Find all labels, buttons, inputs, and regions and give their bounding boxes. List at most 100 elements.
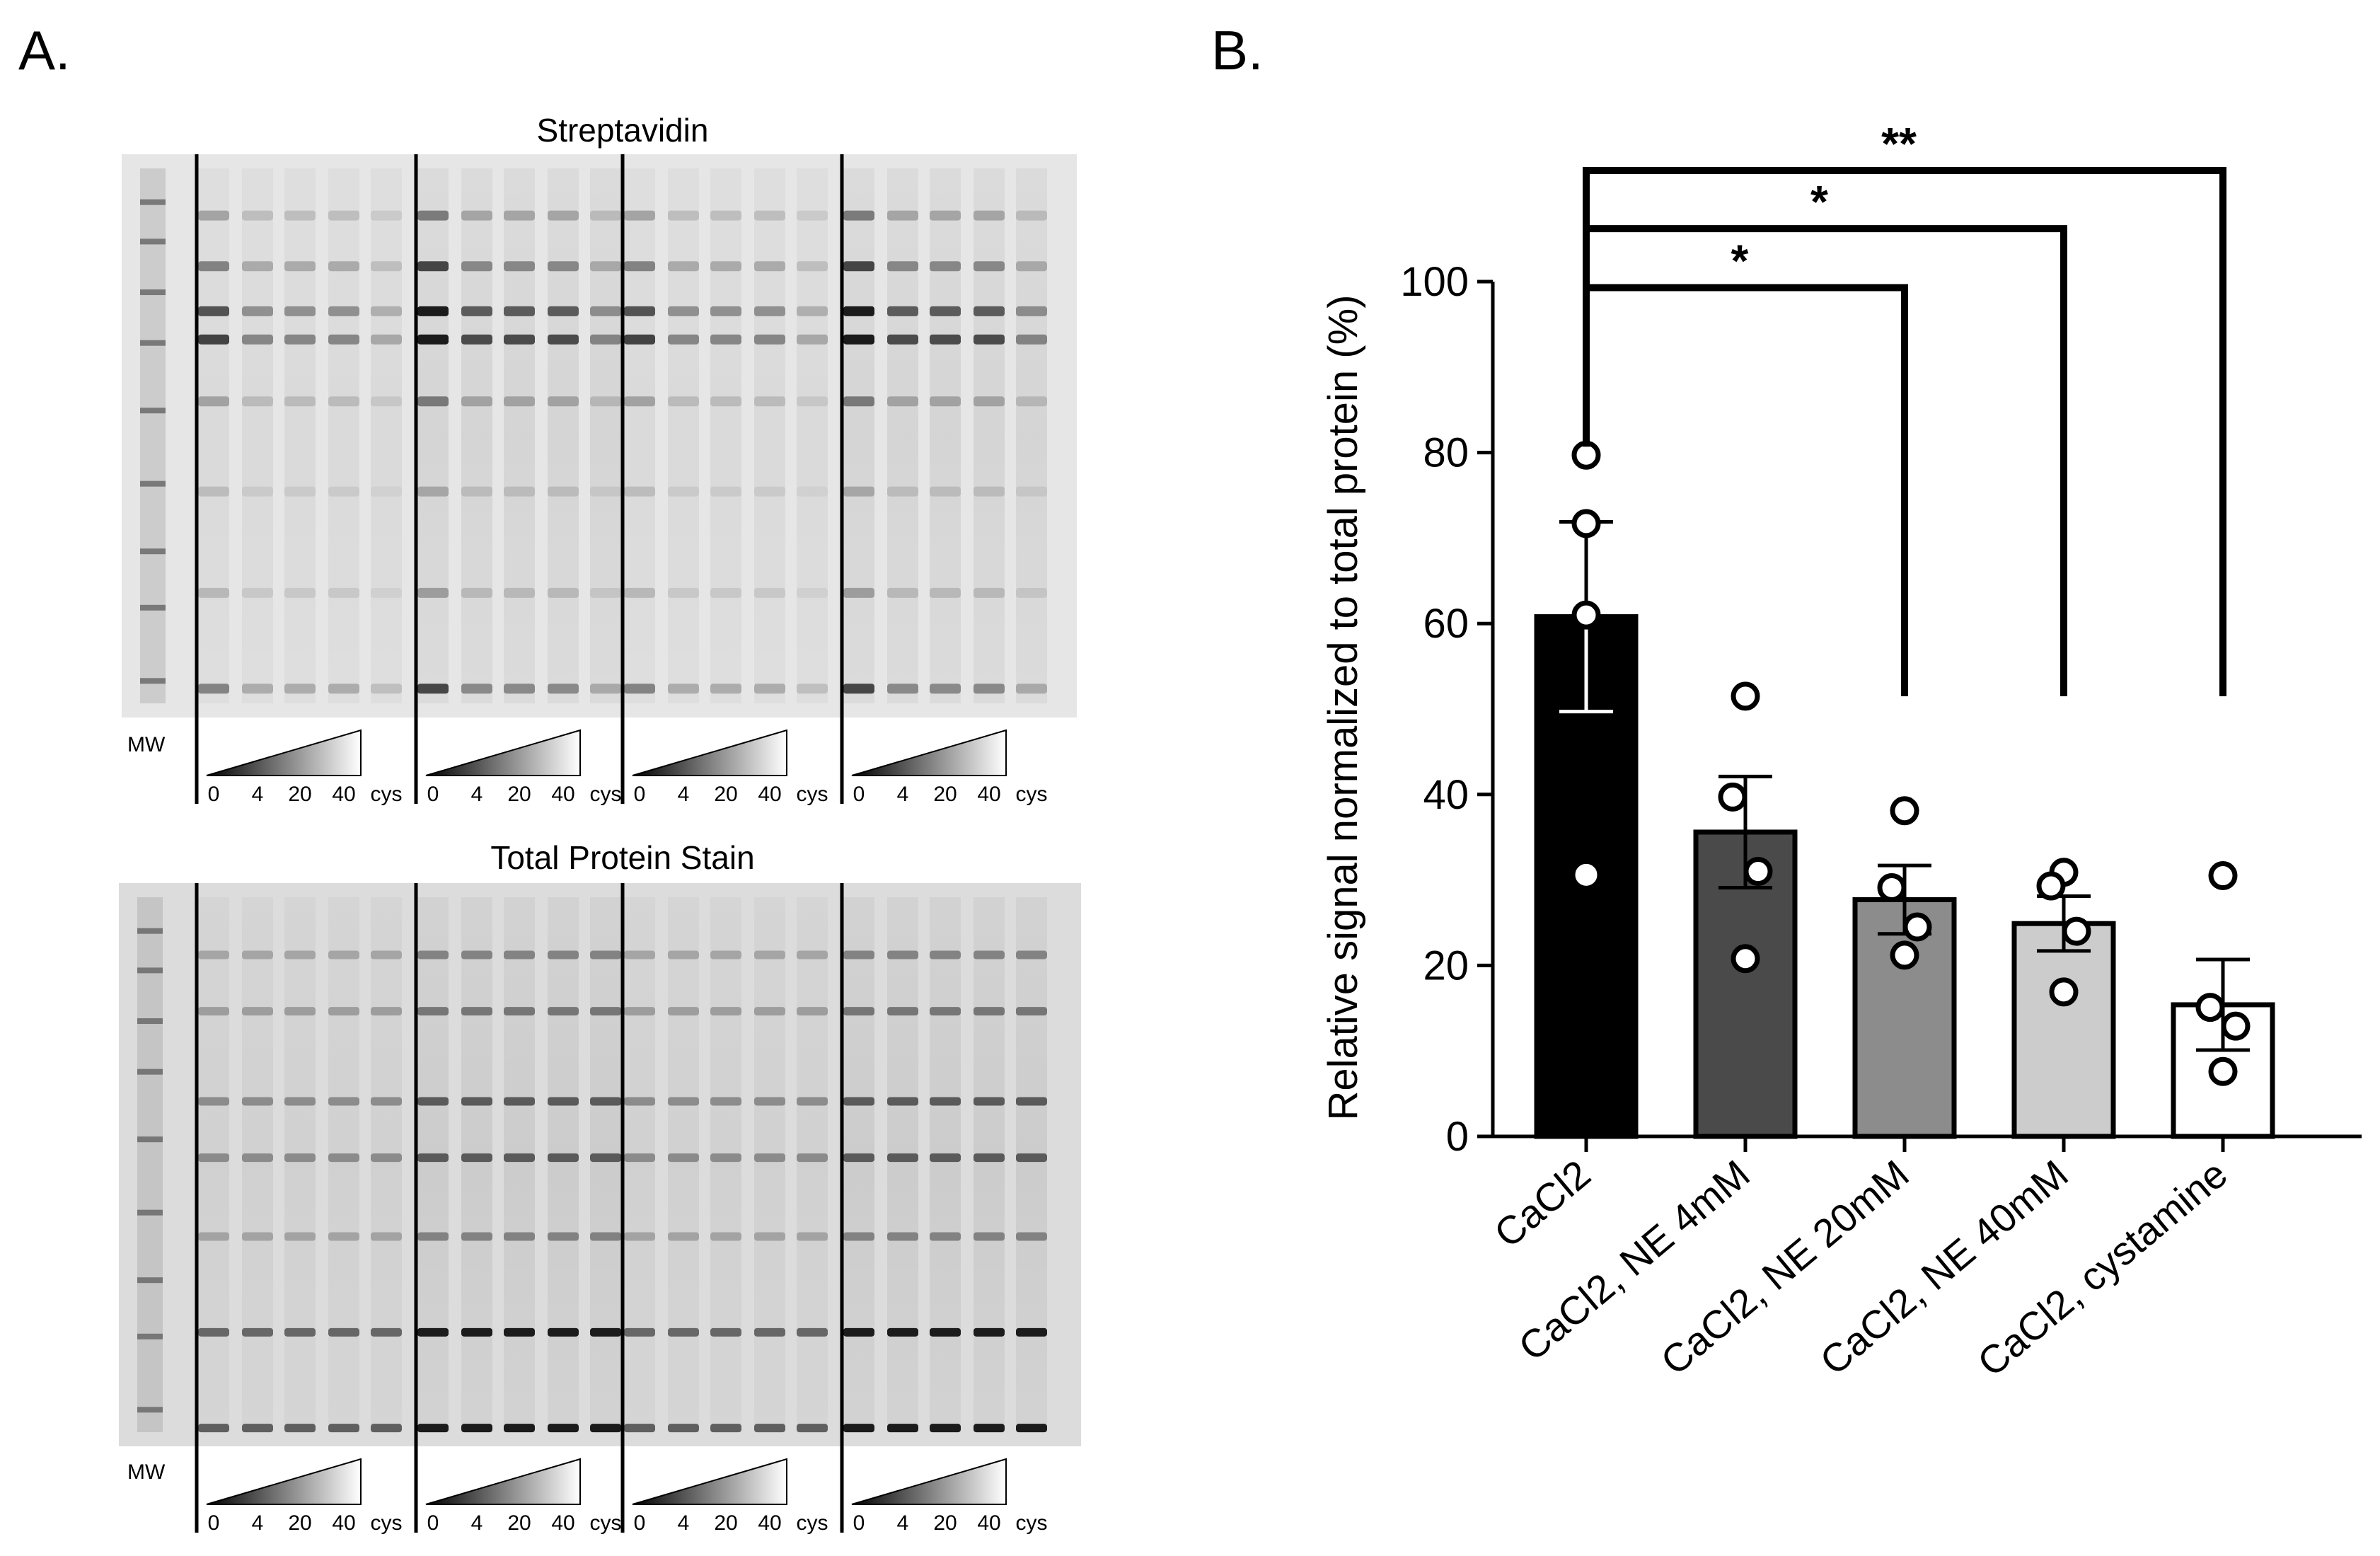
protein-band (930, 306, 961, 316)
lane-smear (710, 168, 741, 703)
lane-smear (710, 897, 741, 1432)
protein-band (284, 1232, 316, 1241)
lane-label: cys (797, 783, 828, 806)
lane-smear (1016, 168, 1047, 703)
lane-label: 4 (678, 1511, 690, 1535)
protein-band (1016, 486, 1047, 497)
protein-band (371, 210, 402, 221)
lane-label: 0 (853, 783, 865, 806)
significance-bracket (1583, 225, 2067, 696)
protein-band (974, 334, 1005, 345)
lane-smear (417, 897, 449, 1432)
protein-band (242, 1424, 273, 1433)
protein-band (1016, 684, 1047, 694)
protein-band (242, 261, 273, 272)
protein-band (504, 396, 535, 407)
protein-band (797, 1153, 828, 1163)
protein-band (624, 306, 655, 316)
protein-band (797, 587, 828, 598)
protein-band (624, 1232, 655, 1241)
mw-ladder-band (140, 408, 166, 414)
protein-band (710, 306, 741, 316)
protein-band (504, 1007, 535, 1016)
concentration-wedge (206, 729, 362, 776)
protein-band (754, 1327, 785, 1337)
lane-label: cys (797, 1511, 828, 1535)
protein-band (328, 1327, 359, 1337)
mw-ladder-band (137, 1136, 163, 1143)
protein-band (328, 1232, 359, 1241)
protein-band (284, 1007, 316, 1016)
lane-smear (668, 897, 699, 1432)
protein-band (590, 261, 621, 272)
protein-band (974, 210, 1005, 221)
protein-band (710, 261, 741, 272)
data-point (1718, 782, 1748, 812)
protein-band (417, 1327, 449, 1337)
protein-band (417, 684, 449, 694)
protein-band (887, 486, 918, 497)
protein-band (974, 587, 1005, 598)
protein-band (887, 1327, 918, 1337)
protein-band (797, 1007, 828, 1016)
protein-band (371, 306, 402, 316)
protein-band (930, 950, 961, 959)
protein-band (930, 587, 961, 598)
protein-band (548, 587, 579, 598)
significance-label: * (1810, 176, 1828, 227)
lane-label: 0 (853, 1511, 865, 1535)
lane-label: 4 (252, 783, 264, 806)
protein-band (974, 1097, 1005, 1106)
lane-label: 0 (634, 783, 646, 806)
protein-band (548, 950, 579, 959)
protein-band (887, 587, 918, 598)
protein-band (461, 210, 492, 221)
blot-bands (140, 168, 1047, 703)
protein-band (668, 1153, 699, 1163)
mw-ladder-lane (137, 897, 163, 1432)
protein-band (974, 261, 1005, 272)
concentration-wedge (206, 1458, 362, 1505)
protein-band (504, 334, 535, 345)
protein-band (198, 306, 229, 316)
protein-band (668, 261, 699, 272)
protein-band (284, 1327, 316, 1337)
blot-bands (137, 897, 1047, 1433)
protein-band (887, 334, 918, 345)
y-tick-label: 40 (1423, 772, 1469, 818)
protein-band (461, 1424, 492, 1433)
lane-smear (548, 168, 579, 703)
lane-label: cys (1016, 783, 1048, 806)
protein-band (754, 684, 785, 694)
protein-band (624, 684, 655, 694)
lane-smear (371, 897, 402, 1432)
lane-smear (461, 897, 492, 1432)
protein-band (590, 306, 621, 316)
lane-labels: 0 4 20 40 cys 0 4 20 40 cys 0 4 20 40 cys 0 4 20 40 cys (208, 1511, 1048, 1535)
protein-band (710, 1327, 741, 1337)
protein-band (504, 1097, 535, 1106)
lane-label: 0 (208, 1511, 220, 1535)
protein-band (242, 334, 273, 345)
y-tick-label: 0 (1446, 1114, 1469, 1160)
protein-band (1016, 396, 1047, 407)
protein-band (590, 486, 621, 497)
protein-band (417, 261, 449, 272)
lane-label: 4 (678, 783, 690, 806)
protein-band (887, 1232, 918, 1241)
protein-band (1016, 1007, 1047, 1016)
mw-ladder-band (137, 1068, 163, 1075)
y-tick-label: 80 (1423, 430, 1469, 476)
lane-smear (1016, 897, 1047, 1432)
protein-band (590, 1232, 621, 1241)
protein-band (1016, 1153, 1047, 1163)
lane-smear (284, 897, 316, 1432)
protein-band (974, 306, 1005, 316)
protein-band (590, 1424, 621, 1433)
protein-band (504, 587, 535, 598)
protein-band (198, 396, 229, 407)
lane-label: 4 (471, 1511, 483, 1535)
lane-smear (417, 168, 449, 703)
lane-label: 20 (714, 783, 737, 806)
protein-band (284, 210, 316, 221)
